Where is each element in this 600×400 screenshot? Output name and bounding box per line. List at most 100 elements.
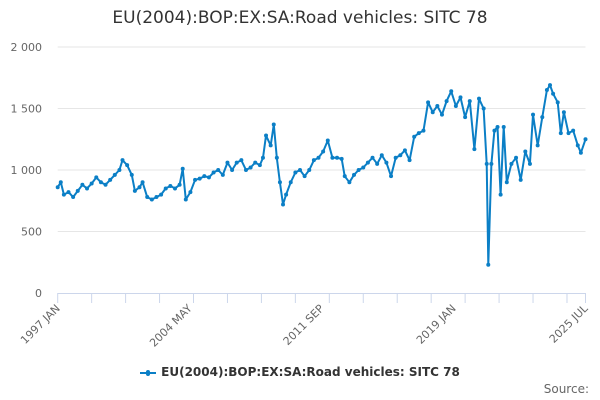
- data-point: [154, 195, 159, 200]
- data-point: [293, 170, 298, 175]
- x-tick-label: 2011 SEP: [281, 302, 327, 348]
- data-point: [578, 150, 583, 155]
- y-axis-labels: 0 500 1 000 1 500 2 000: [11, 41, 43, 300]
- legend-line-marker-icon: [140, 369, 157, 376]
- data-point: [453, 104, 458, 109]
- data-point: [558, 131, 563, 136]
- legend-item[interactable]: EU(2004):BOP:EX:SA:Road vehicles: SITC 7…: [0, 365, 600, 379]
- data-point: [535, 143, 540, 148]
- data-point: [321, 149, 326, 154]
- data-point: [274, 155, 279, 160]
- data-point: [149, 197, 154, 202]
- data-point: [183, 197, 188, 202]
- data-point: [484, 161, 489, 166]
- data-point: [370, 155, 375, 160]
- x-axis: 1997 JAN 2004 MAY 2011 SEP 2019 JAN 2025 JUL: [18, 293, 591, 350]
- data-point: [71, 195, 76, 200]
- data-point: [575, 143, 580, 148]
- data-point: [325, 138, 330, 143]
- y-tick-label: 1 500: [11, 103, 43, 116]
- data-point: [117, 168, 122, 172]
- data-point: [421, 128, 426, 133]
- data-point: [571, 128, 576, 133]
- data-point: [216, 168, 221, 172]
- data-point: [416, 131, 421, 136]
- data-point: [356, 168, 361, 172]
- data-point: [402, 148, 407, 153]
- data-point: [85, 186, 90, 191]
- data-point: [509, 161, 514, 166]
- data-point: [120, 158, 125, 163]
- data-point: [284, 192, 289, 197]
- data-point: [527, 161, 532, 166]
- data-point: [477, 96, 482, 101]
- data-point: [551, 91, 556, 96]
- data-point: [523, 149, 528, 154]
- data-point: [472, 147, 477, 152]
- data-point: [439, 112, 444, 117]
- data-point: [365, 160, 370, 165]
- data-point: [98, 180, 103, 185]
- data-point: [159, 192, 164, 197]
- data-point: [234, 160, 239, 165]
- data-point: [253, 160, 258, 165]
- data-point: [168, 183, 173, 188]
- data-point: [211, 170, 216, 175]
- data-point: [347, 180, 352, 185]
- data-point: [55, 185, 60, 190]
- data-point: [463, 115, 468, 120]
- data-point: [80, 182, 85, 187]
- data-point: [389, 174, 394, 179]
- data-point: [352, 172, 357, 177]
- data-point: [561, 110, 566, 115]
- data-point: [268, 143, 273, 148]
- series-line: [55, 83, 588, 267]
- gridlines: [57, 46, 586, 232]
- data-point: [66, 190, 71, 195]
- data-point: [335, 155, 340, 160]
- data-point: [540, 115, 545, 120]
- data-point: [412, 134, 417, 139]
- data-point: [302, 174, 307, 179]
- data-point: [239, 158, 244, 163]
- data-point: [180, 166, 185, 171]
- data-point: [108, 177, 113, 182]
- x-tick-label: 2025 JUL: [547, 301, 591, 345]
- data-point: [339, 156, 344, 161]
- legend-label: EU(2004):BOP:EX:SA:Road vehicles: SITC 7…: [161, 365, 460, 379]
- series-path: [56, 84, 587, 266]
- source-label: Source:: [543, 382, 589, 396]
- data-point: [311, 158, 316, 163]
- data-point: [257, 163, 262, 168]
- data-point: [501, 124, 506, 129]
- data-point: [430, 110, 435, 115]
- data-point: [467, 99, 472, 104]
- data-point: [531, 112, 536, 117]
- data-point: [230, 168, 235, 172]
- data-point: [145, 195, 150, 200]
- data-point: [495, 124, 500, 129]
- data-point: [172, 186, 177, 191]
- data-point: [163, 186, 168, 191]
- data-point: [197, 176, 202, 181]
- data-point: [281, 202, 286, 207]
- data-point: [297, 168, 302, 172]
- data-point: [375, 161, 380, 166]
- data-point: [94, 175, 99, 180]
- data-point: [58, 180, 63, 185]
- data-point: [112, 172, 117, 177]
- data-point: [132, 188, 137, 193]
- data-point: [444, 99, 449, 104]
- data-point: [393, 155, 398, 160]
- y-tick-label: 2 000: [11, 41, 43, 54]
- data-point: [555, 100, 560, 105]
- x-tick-label: 1997 JAN: [18, 302, 63, 347]
- data-point: [103, 182, 108, 187]
- data-point: [379, 153, 384, 158]
- data-point: [458, 95, 463, 100]
- data-point: [188, 190, 193, 195]
- x-tick-label: 2019 JAN: [414, 302, 459, 347]
- data-point: [220, 172, 225, 177]
- data-point: [125, 163, 130, 168]
